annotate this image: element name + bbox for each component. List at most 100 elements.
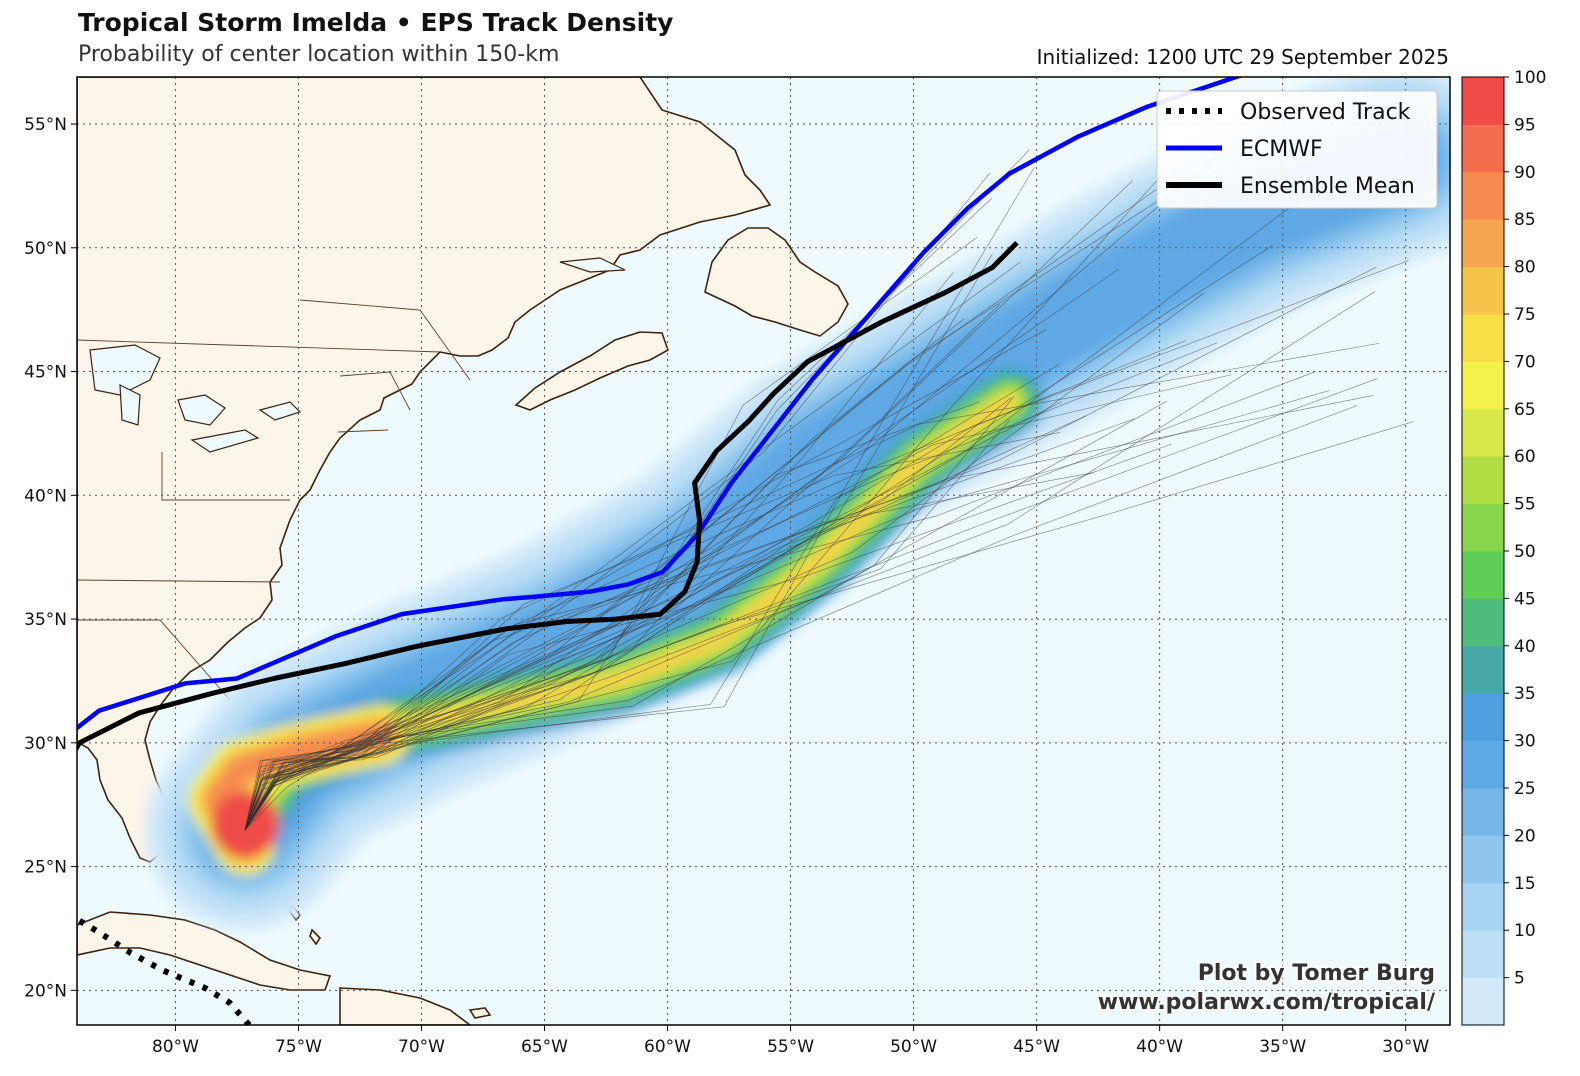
ensemble-member-track xyxy=(244,443,1172,831)
colorbar-tick-label: 15 xyxy=(1514,874,1536,894)
colorbar-segment xyxy=(1462,408,1504,457)
colorbar-segment xyxy=(1462,835,1504,884)
colorbar-tick-label: 50 xyxy=(1514,542,1536,562)
ensemble-member-track xyxy=(244,405,1358,831)
ensemble-member-track xyxy=(244,340,1186,831)
ensemble-member-track xyxy=(244,266,1377,831)
colorbar-tick-label: 45 xyxy=(1514,589,1536,609)
lon-tick-label: 75°W xyxy=(275,1037,322,1057)
ensemble-member-track xyxy=(244,472,1094,831)
ensemble-member-track xyxy=(244,180,1133,831)
lake-michigan xyxy=(119,384,141,426)
colorbar-tick-label: 80 xyxy=(1514,258,1536,278)
colorbar-tick-label: 30 xyxy=(1514,732,1536,752)
ensemble-member-tracks xyxy=(244,150,1414,831)
ensemble-member-track xyxy=(244,342,1218,831)
legend-ecmwf-label: ECMWF xyxy=(1240,137,1323,162)
ensemble-member-track xyxy=(244,318,965,831)
lat-tick-label: 50°N xyxy=(24,239,67,259)
map-legend: Observed Track ECMWF Ensemble Mean xyxy=(1156,90,1438,209)
ensemble-member-track xyxy=(244,329,1047,831)
map-subtitle: Probability of center location within 15… xyxy=(78,42,560,67)
colorbar-segment xyxy=(1462,361,1504,410)
lake-ontario xyxy=(258,401,302,421)
ensemble-member-track xyxy=(244,260,1409,831)
lon-tick-label: 80°W xyxy=(152,1037,199,1057)
ensemble-member-track xyxy=(244,378,1378,831)
ensemble-member-track xyxy=(244,432,1061,831)
legend-mean-label: Ensemble Mean xyxy=(1240,174,1415,199)
colorbar-tick-label: 40 xyxy=(1514,637,1536,657)
colorbar-segment xyxy=(1462,551,1504,599)
ecmwf-track-line xyxy=(77,77,1244,731)
lat-tick-label: 55°N xyxy=(24,115,67,135)
colorbar-tick-label: 70 xyxy=(1514,352,1536,372)
colorbar-tick-label: 75 xyxy=(1514,305,1536,325)
lon-tick-label: 70°W xyxy=(398,1037,445,1057)
probability-colorbar: 5 10 15 20 25 30 35 40 45 50 55 60 65 70 75 80 85 90 95 100 xyxy=(1461,68,1546,1026)
colorbar-segment xyxy=(1462,171,1504,220)
colorbar-segment xyxy=(1462,219,1504,268)
newfoundland-land xyxy=(704,227,849,337)
ensemble-mean-track-line xyxy=(77,241,1019,753)
ensemble-member-track xyxy=(244,374,1232,831)
density-peak xyxy=(211,791,279,859)
colorbar-tick-label: 60 xyxy=(1514,447,1536,467)
colorbar-tick-label: 35 xyxy=(1514,684,1536,704)
lon-tick-label: 45°W xyxy=(1013,1037,1060,1057)
colorbar-segment xyxy=(1462,314,1504,362)
colorbar-tick-label: 25 xyxy=(1514,779,1536,799)
map-frame xyxy=(76,76,1451,1026)
state-borders xyxy=(77,299,471,701)
colorbar-segment xyxy=(1462,598,1504,647)
hispaniola-land xyxy=(339,987,472,1025)
colorbar-segment xyxy=(1462,456,1504,505)
ensemble-member-track xyxy=(244,421,1414,831)
ensemble-member-track xyxy=(244,418,1135,831)
lon-tick-label: 30°W xyxy=(1382,1037,1429,1057)
lon-tick-label: 35°W xyxy=(1259,1037,1306,1057)
colorbar-tick-label: 5 xyxy=(1514,969,1525,989)
colorbar-tick-label: 65 xyxy=(1514,400,1536,420)
lon-tick-label: 40°W xyxy=(1136,1037,1183,1057)
latitude-tick-labels: 20°N 25°N 30°N 35°N 40°N 45°N 50°N 55°N xyxy=(24,115,77,1001)
colorbar-tick-label: 95 xyxy=(1514,115,1536,135)
great-lakes xyxy=(89,257,626,453)
lat-tick-label: 45°N xyxy=(24,363,67,383)
colorbar-tick-label: 90 xyxy=(1514,163,1536,183)
lon-tick-label: 55°W xyxy=(767,1037,814,1057)
observed-track-line xyxy=(77,915,252,1025)
colorbar-tick-label: 10 xyxy=(1514,921,1536,941)
lat-tick-label: 40°N xyxy=(24,486,67,506)
colorbar-segment xyxy=(1462,930,1504,979)
lon-tick-label: 65°W xyxy=(521,1037,568,1057)
anticosti-island xyxy=(559,257,626,273)
lat-tick-label: 35°N xyxy=(24,610,67,630)
lake-huron xyxy=(177,394,226,426)
colorbar-tick-label: 20 xyxy=(1514,826,1536,846)
lat-tick-label: 30°N xyxy=(24,734,67,754)
lat-tick-label: 25°N xyxy=(24,858,67,878)
colorbar-segment xyxy=(1462,503,1504,552)
lake-superior xyxy=(89,344,161,396)
colorbar-tick-label: 85 xyxy=(1514,210,1536,230)
colorbar-tick-label: 100 xyxy=(1514,68,1546,88)
credit-author: Plot by Tomer Burg xyxy=(1198,961,1435,986)
lon-tick-label: 50°W xyxy=(890,1037,937,1057)
ensemble-member-track xyxy=(244,237,978,831)
credit-url: www.polarwx.com/tropical/ xyxy=(1098,990,1436,1015)
colorbar-segment xyxy=(1462,124,1504,173)
longitude-tick-labels: 80°W 75°W 70°W 65°W 60°W 55°W 50°W 45°W 40°W 35°W… xyxy=(152,1025,1429,1057)
colorbar-segment xyxy=(1462,266,1504,315)
graticule xyxy=(77,77,1450,1025)
colorbar-segment xyxy=(1462,740,1504,789)
legend-observed-label: Observed Track xyxy=(1240,100,1411,125)
nova-scotia-land xyxy=(514,331,669,411)
lon-tick-label: 60°W xyxy=(644,1037,691,1057)
ensemble-member-track xyxy=(244,253,993,831)
colorbar-segment xyxy=(1462,788,1504,836)
colorbar-segment xyxy=(1462,977,1504,1026)
lake-erie xyxy=(190,429,260,453)
colorbar-segment xyxy=(1462,645,1504,694)
ensemble-member-track xyxy=(244,342,1380,831)
